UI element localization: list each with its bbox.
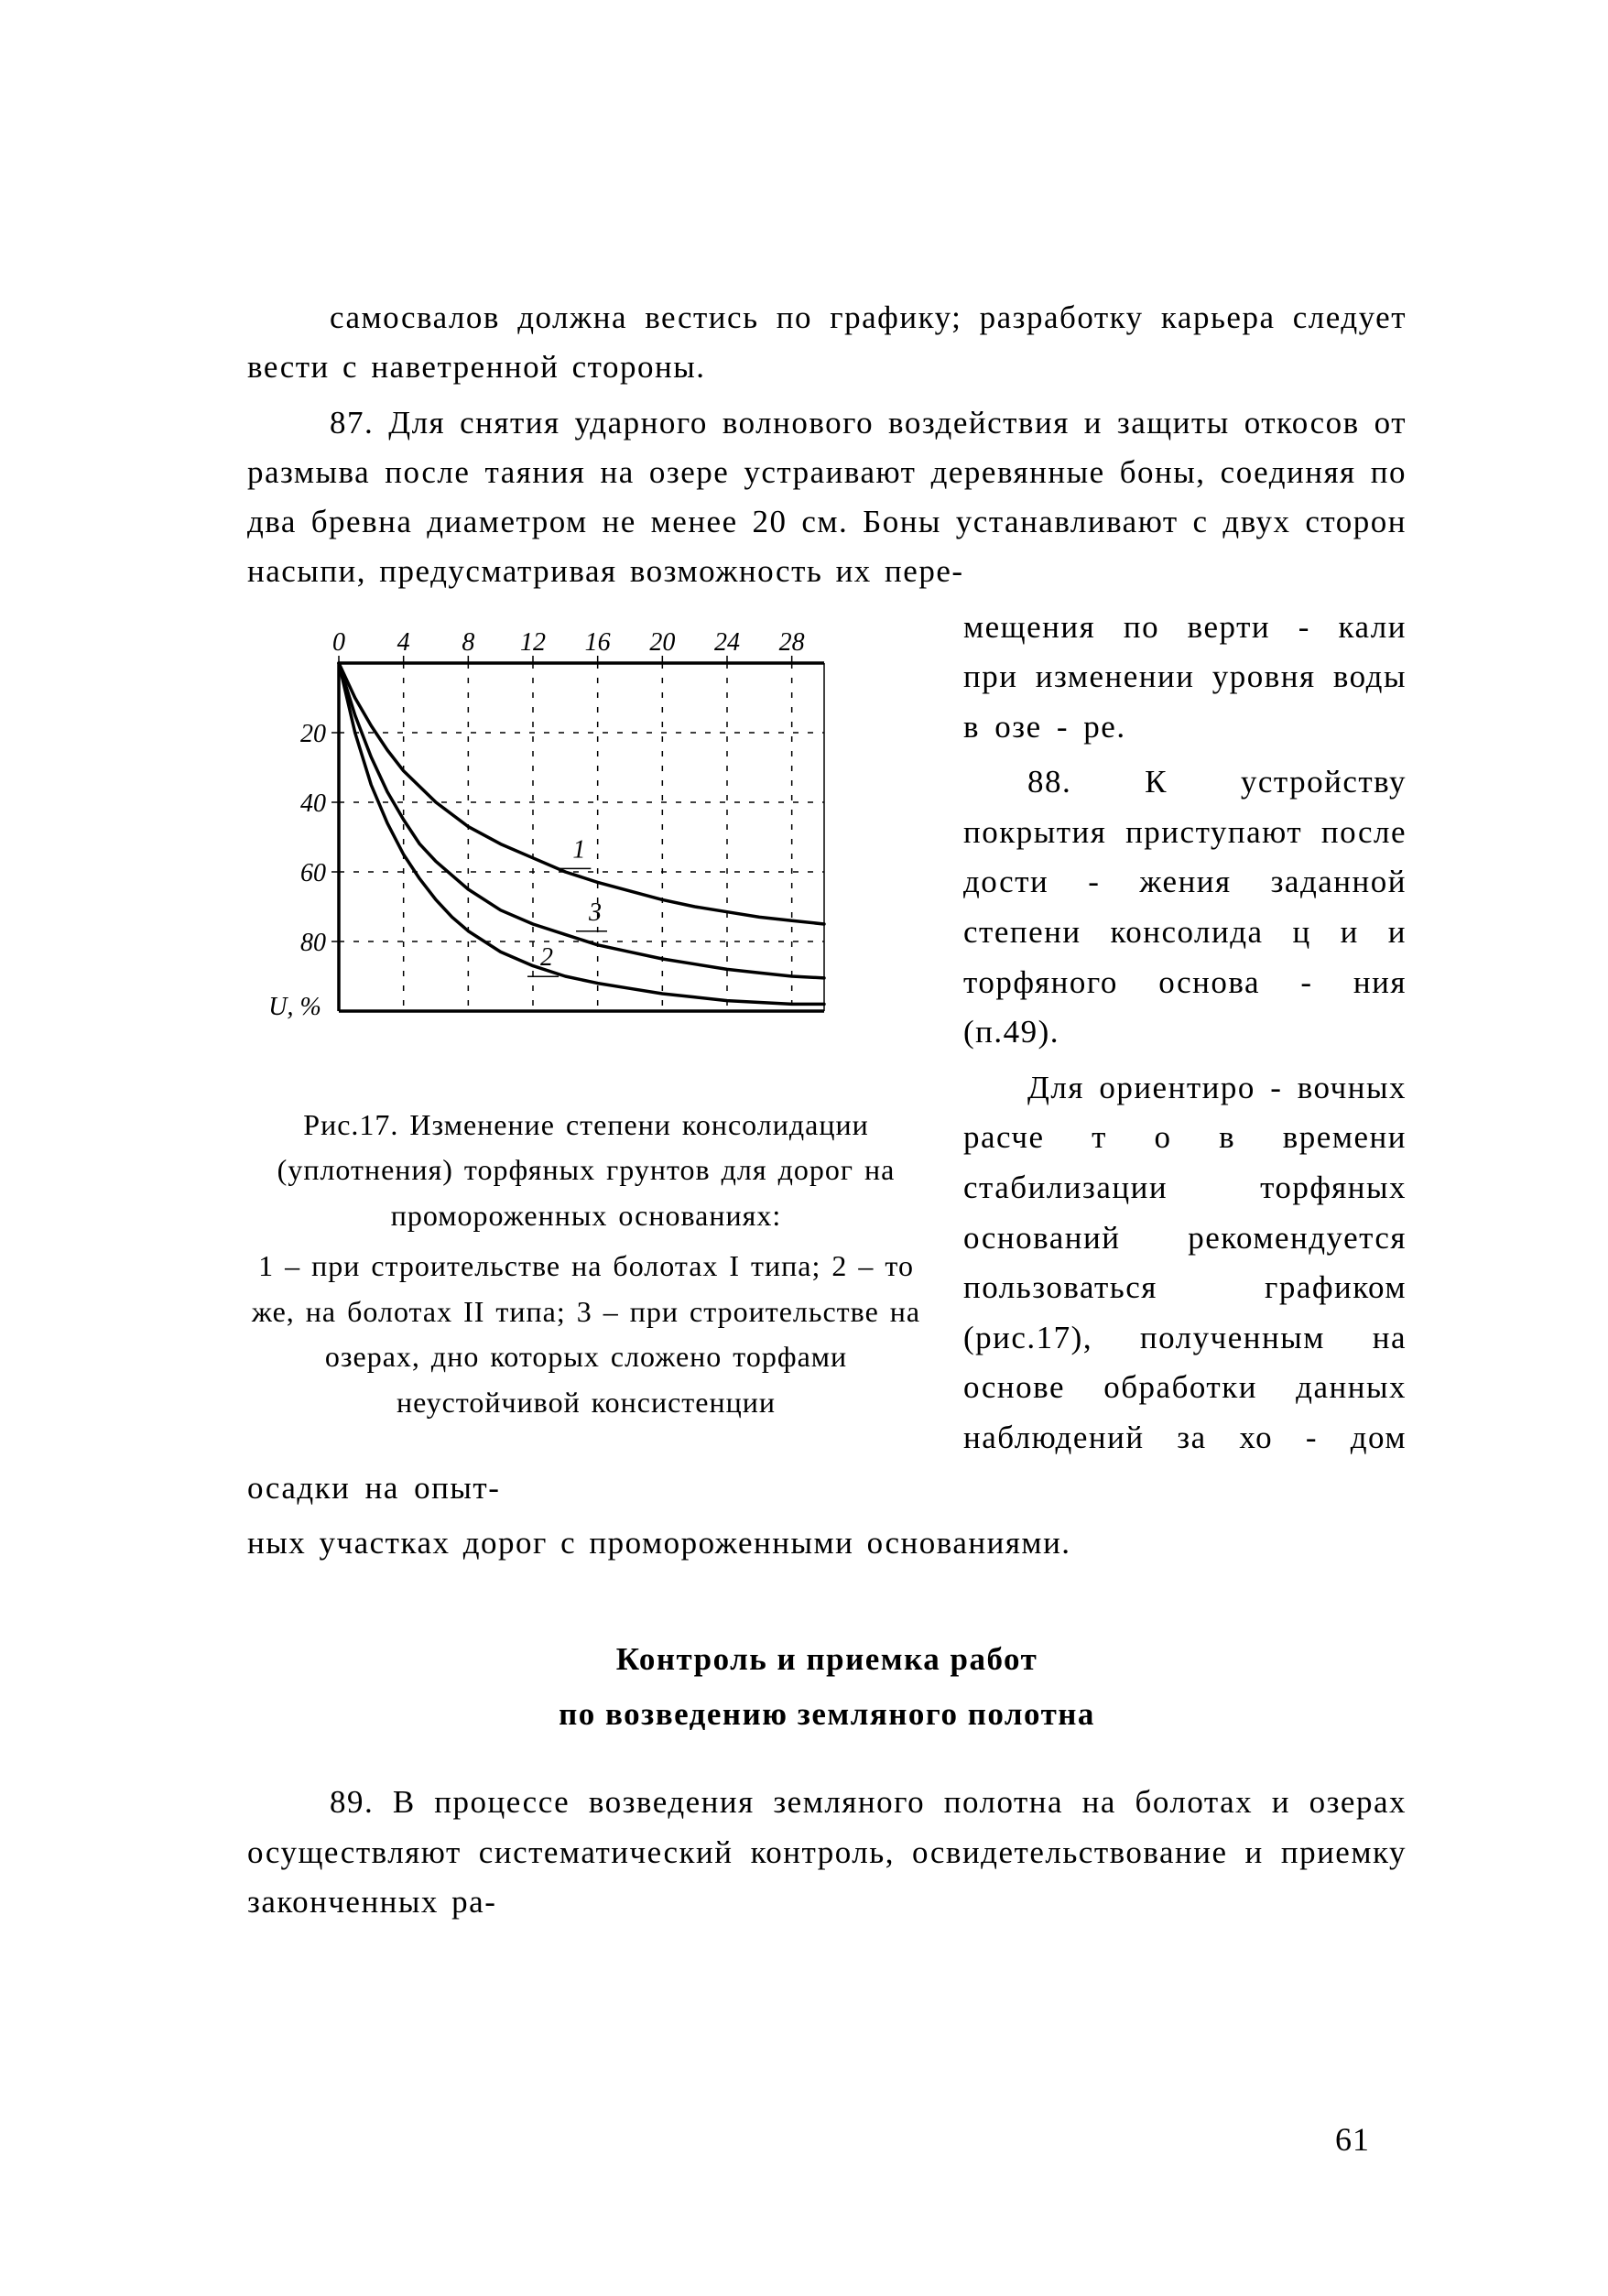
svg-text:4: 4 (397, 628, 410, 657)
svg-text:80: 80 (300, 929, 326, 957)
figure-17-chart: 0481216202428T, мес20406080U, %123 (256, 617, 842, 1039)
svg-text:16: 16 (585, 628, 611, 657)
svg-text:8: 8 (462, 628, 474, 657)
svg-text:20: 20 (649, 628, 675, 657)
paragraph-after-float: ных участках дорог с промороженными осно… (247, 1518, 1407, 1568)
svg-text:20: 20 (300, 720, 326, 748)
page-number: 61 (1335, 2120, 1370, 2159)
svg-text:3: 3 (588, 898, 602, 926)
figure-17-caption: Рис.17. Изменение степени консолидации (… (247, 1103, 925, 1426)
paragraph-top-1: самосвалов должна вестись по графику; ра… (247, 293, 1407, 393)
section-heading: Контроль и приемка работ по возведению з… (247, 1632, 1407, 1741)
figure-17-block: 0481216202428T, мес20406080U, %123 Рис.1… (247, 617, 925, 1426)
svg-text:40: 40 (300, 789, 326, 818)
body-text-after-figure: ных участках дорог с промороженными осно… (247, 1518, 1407, 1568)
section-heading-line-2: по возведению земляного полотна (247, 1687, 1407, 1742)
page: самосвалов должна вестись по графику; ра… (0, 0, 1608, 2296)
svg-text:24: 24 (714, 628, 740, 657)
svg-text:12: 12 (520, 628, 546, 657)
svg-text:2: 2 (540, 943, 553, 972)
figure-caption-main: Рис.17. Изменение степени консолидации (… (247, 1103, 925, 1239)
body-text-bottom: 89. В процессе возведения земляного поло… (247, 1778, 1407, 1927)
svg-text:1: 1 (572, 835, 585, 864)
paragraph-89: 89. В процессе возведения земляного поло… (247, 1778, 1407, 1927)
svg-text:0: 0 (332, 628, 345, 657)
svg-text:28: 28 (779, 628, 805, 657)
svg-text:U, %: U, % (268, 993, 321, 1021)
svg-text:60: 60 (300, 859, 326, 887)
section-heading-line-1: Контроль и приемка работ (247, 1632, 1407, 1687)
body-text-top: самосвалов должна вестись по графику; ра… (247, 293, 1407, 597)
paragraph-87: 87. Для снятия ударного волнового воздей… (247, 398, 1407, 597)
figure-and-text-wrap: 0481216202428T, мес20406080U, %123 Рис.1… (247, 603, 1407, 1519)
figure-caption-legend: 1 – при строительстве на болотах I типа;… (247, 1244, 925, 1425)
